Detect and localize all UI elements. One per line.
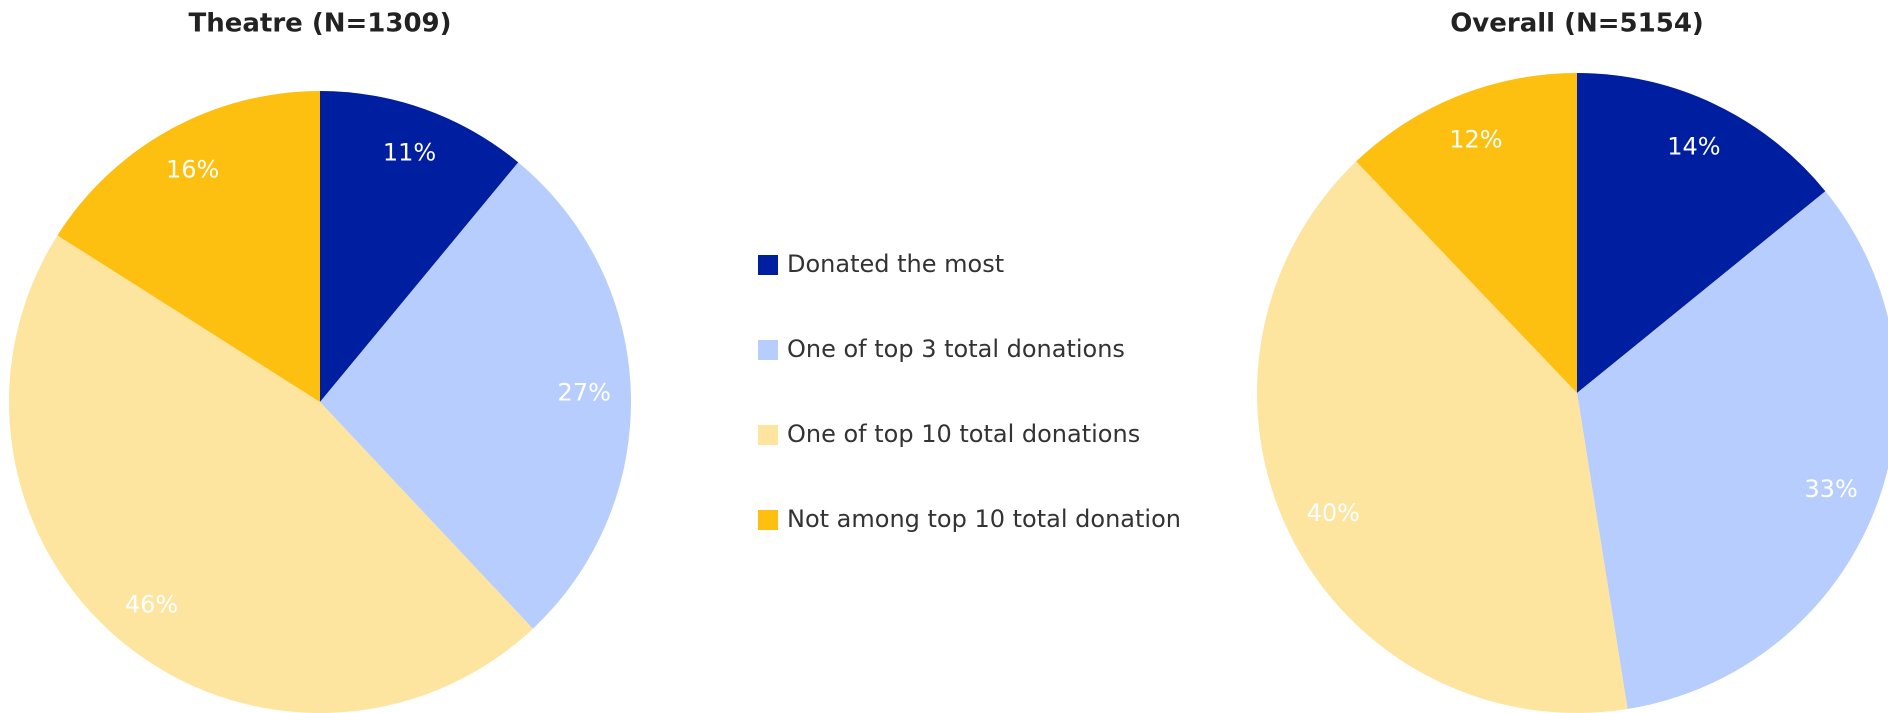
pie-slice [1577,191,1888,709]
data-label: 33% [1804,475,1857,503]
data-label: 40% [1307,499,1360,527]
legend-swatch [758,340,778,360]
pie-slice [1577,73,1826,393]
data-label: 11% [383,138,436,166]
legend-swatch [758,255,778,275]
data-label: 12% [1449,125,1502,153]
pie-slice [1356,72,1577,393]
data-label: 14% [1667,132,1720,160]
legend-label: Donated the most [787,250,1004,278]
legend-swatch [758,425,778,445]
pie-slice [9,235,533,713]
pie-slice [320,91,519,402]
chart-title: Overall (N=5154) [1450,9,1704,39]
chart-title: Theatre (N=1309) [188,9,451,39]
legend-label: Not among top 10 total donation [787,505,1181,533]
pie-slice [57,90,321,402]
pie-slice [1257,161,1628,713]
legend-swatch [758,510,778,530]
data-label: 46% [125,591,178,619]
pie-slice [320,162,632,629]
data-label: 27% [558,379,611,407]
legend-label: One of top 10 total donations [787,420,1140,448]
legend-label: One of top 3 total donations [787,335,1125,363]
data-label: 16% [166,155,219,183]
